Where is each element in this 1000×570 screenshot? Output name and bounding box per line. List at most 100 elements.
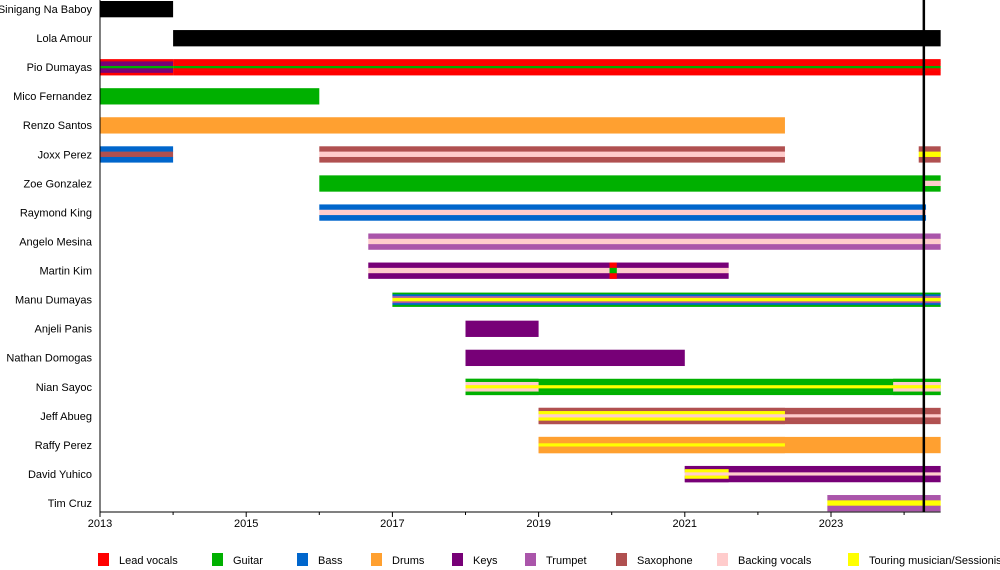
bar-segment-drums: [538, 440, 785, 444]
bar-segment-touring-musician-sessionist: [392, 299, 941, 302]
bar-segment-trumpet: [368, 233, 941, 240]
x-tick-label: 2019: [526, 518, 550, 530]
bar-segment-lead-vocals: [609, 262, 617, 269]
legend-swatch: [717, 553, 728, 566]
bar-segment-saxophone: [918, 146, 941, 152]
bar-segment-saxophone: [319, 146, 785, 152]
bar-segment-black: [173, 30, 941, 47]
bar-segment-keys: [684, 465, 941, 470]
bar-segment-drums: [538, 446, 785, 450]
bar-segment-lead-vocals: [173, 68, 941, 71]
legend-swatch: [525, 553, 536, 566]
member-label: Nian Sayoc: [36, 382, 93, 394]
bar-segment-drums: [538, 449, 785, 454]
bar-segment-bass: [319, 215, 927, 221]
legend-swatch: [98, 553, 109, 566]
bar-segment-backing-vocals: [465, 388, 539, 392]
member-label: Raymond King: [20, 207, 92, 219]
member-label: Nathan Domogas: [6, 353, 92, 365]
legend-label: Backing vocals: [738, 555, 812, 567]
bar-segment-guitar: [465, 391, 941, 396]
bar-segment-guitar: [923, 175, 941, 181]
bar-segment-bass: [392, 294, 941, 297]
bar-segment-touring-musician-sessionist: [538, 411, 785, 415]
bar-segment-backing-vocals: [923, 180, 941, 187]
bar-segment-keys: [684, 478, 941, 483]
bar-segment-keys: [368, 262, 729, 269]
bar-segment-touring-musician-sessionist: [684, 469, 729, 473]
bar-segment-guitar: [465, 391, 539, 396]
legend-swatch: [297, 553, 308, 566]
bar-segment-bass: [392, 303, 941, 306]
bar-segment-keys: [684, 465, 729, 470]
bar-segment-keys: [100, 63, 174, 67]
member-label: Sinigang Na Baboy: [0, 4, 92, 16]
bar-segment-keys: [465, 320, 539, 337]
member-label: Mico Fernandez: [13, 91, 92, 103]
bar-segment-trumpet: [827, 505, 941, 512]
bar-segment-lead-vocals: [173, 63, 941, 67]
bar-segment-guitar: [893, 391, 941, 396]
bar-segment-lead-vocals: [100, 72, 174, 76]
bar-segment-guitar: [392, 304, 941, 307]
bar-segment-touring-musician-sessionist: [893, 385, 941, 389]
member-label: Joxx Perez: [38, 149, 92, 161]
bar-segment-touring-musician-sessionist: [465, 385, 941, 389]
x-tick-label: 2017: [380, 518, 404, 530]
bar-segment-guitar: [465, 378, 539, 383]
member-label: Zoe Gonzalez: [24, 178, 92, 190]
legend-label: Bass: [318, 555, 343, 567]
bar-segment-keys: [100, 61, 174, 64]
bar-segment-touring-musician-sessionist: [538, 443, 785, 447]
bar-segment-backing-vocals: [319, 151, 785, 158]
bar-segment-trumpet: [827, 495, 941, 501]
bar-segment-trumpet: [392, 296, 941, 299]
member-label: Lola Amour: [36, 33, 92, 45]
bar-segment-lead-vocals: [100, 59, 174, 62]
bar-segment-backing-vocals: [684, 472, 729, 476]
bar-segment-backing-vocals: [684, 472, 941, 476]
bar-segment-saxophone: [538, 407, 785, 412]
bar-segment-backing-vocals: [319, 209, 927, 216]
bar-segment-guitar: [100, 65, 174, 69]
x-tick-label: 2023: [819, 518, 843, 530]
bar-segment-keys: [684, 478, 729, 483]
legend-swatch: [848, 553, 859, 566]
member-label: Manu Dumayas: [15, 295, 93, 307]
bar-segment-backing-vocals: [538, 414, 785, 418]
legend-label: Trumpet: [546, 555, 587, 567]
bar-segment-keys: [100, 68, 174, 71]
bar-segment-guitar: [465, 381, 941, 386]
member-label: Tim Cruz: [48, 498, 92, 510]
bar-segment-guitar: [392, 292, 941, 295]
bar-segment-backing-vocals: [893, 388, 941, 392]
bar-segment-backing-vocals: [893, 381, 941, 386]
bar-segment-backing-vocals: [368, 238, 941, 245]
member-label: Martin Kim: [39, 266, 92, 278]
bar-segment-keys: [368, 273, 729, 279]
legend-label: Lead vocals: [119, 555, 178, 567]
bar-segment-guitar: [893, 378, 941, 383]
bar-segment-touring-musician-sessionist: [465, 385, 539, 389]
member-label: Raffy Perez: [35, 440, 92, 452]
bar-segment-saxophone: [918, 156, 941, 163]
bar-segment-black: [100, 1, 174, 18]
bar-segment-guitar: [609, 267, 617, 274]
legend-label: Drums: [392, 555, 425, 567]
bar-segment-drums: [538, 436, 785, 441]
x-tick-label: 2021: [673, 518, 697, 530]
member-label: Anjeli Panis: [35, 324, 93, 336]
bar-segment-guitar: [319, 175, 924, 192]
bar-segment-backing-vocals: [368, 267, 729, 274]
bar-segment-touring-musician-sessionist: [827, 500, 941, 506]
x-tick-label: 2013: [88, 518, 112, 530]
bar-segment-saxophone: [319, 156, 785, 163]
bar-segment-guitar: [173, 65, 941, 69]
bar-segment-touring-musician-sessionist: [684, 475, 729, 480]
bar-segment-keys: [684, 469, 941, 473]
bar-segment-touring-musician-sessionist: [538, 417, 785, 421]
legend-swatch: [212, 553, 223, 566]
member-label: David Yuhico: [28, 469, 92, 481]
bar-segment-touring-musician-sessionist: [918, 151, 941, 158]
bar-segment-backing-vocals: [465, 381, 539, 386]
